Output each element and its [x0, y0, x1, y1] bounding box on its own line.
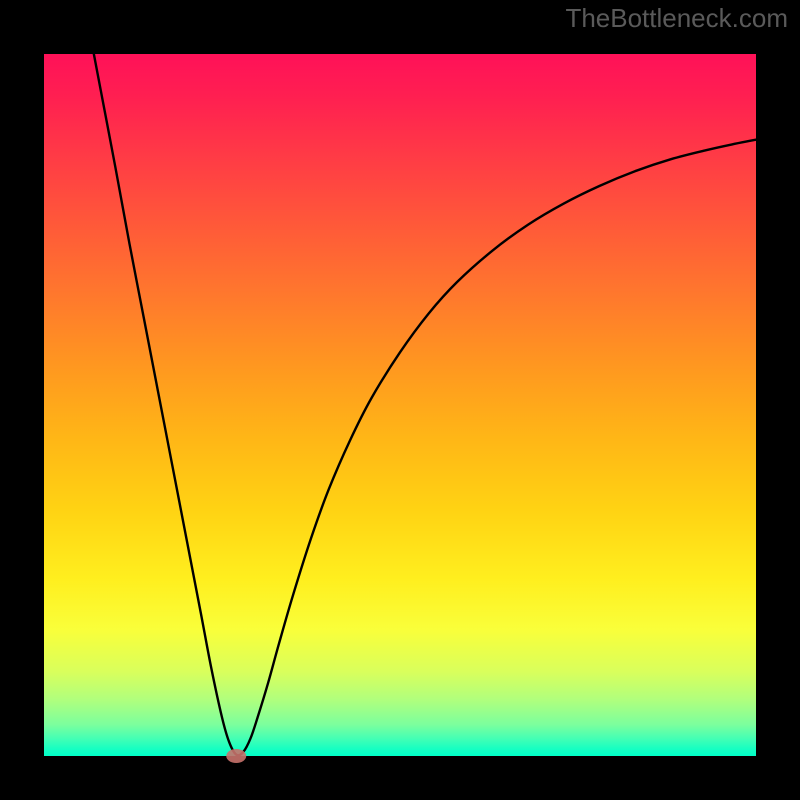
plot-frame-right: [756, 0, 800, 800]
watermark-text: TheBottleneck.com: [565, 3, 788, 34]
chart-background-gradient: [0, 0, 800, 800]
chart-canvas: TheBottleneck.com: [0, 0, 800, 800]
plot-frame-left: [0, 0, 44, 800]
plot-frame-bottom: [0, 756, 800, 800]
